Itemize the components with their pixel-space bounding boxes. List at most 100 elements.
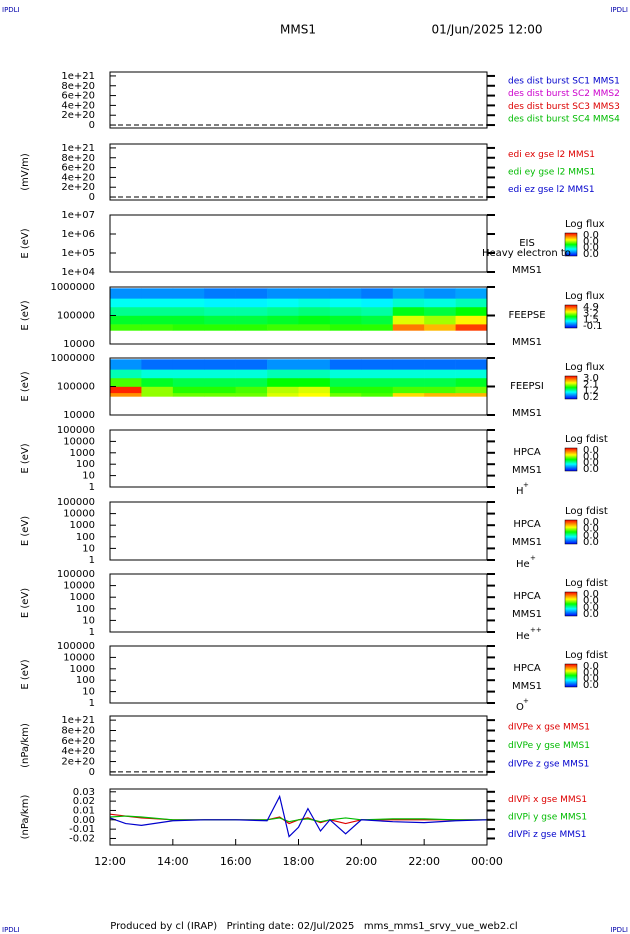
heatmap-cell — [329, 324, 362, 331]
heatmap-cell — [455, 315, 488, 325]
colorbar-title: Log flux — [565, 291, 605, 302]
y-tick-label: -0.01 — [69, 824, 95, 835]
heatmap-cell — [172, 369, 205, 379]
heatmap-cell — [204, 392, 236, 397]
heatmap-cell — [298, 315, 331, 325]
colorbar-label: 0.0 — [583, 249, 599, 260]
heatmap-cell — [141, 369, 174, 379]
colorbar-label: 2.1 — [583, 379, 599, 390]
heatmap-cell — [204, 377, 236, 387]
panel-label: MMS1 — [512, 265, 542, 276]
colorbar-label: 0.0 — [583, 524, 599, 535]
y-tick-label: 10000 — [63, 652, 95, 663]
y-tick-label: 2e+20 — [61, 110, 95, 121]
heatmap-cell — [267, 359, 299, 370]
heatmap-cell — [235, 386, 268, 394]
heatmap-cell — [110, 369, 142, 379]
heatmap-cell — [392, 288, 425, 299]
colorbar-label: 0.0 — [583, 243, 599, 254]
y-tick-label: 10000 — [63, 410, 95, 421]
colorbar — [564, 375, 578, 400]
heatmap-cell — [235, 306, 268, 316]
heatmap-cell — [455, 306, 488, 316]
heatmap-cell — [172, 377, 205, 387]
heatmap-cell — [235, 377, 268, 387]
y-axis-title: E (eV) — [20, 588, 31, 618]
colorbar-title: Log fdist — [565, 578, 608, 589]
y-tick-label: 0.00 — [73, 815, 95, 826]
y-tick-label: 2e+20 — [61, 757, 95, 768]
heatmap-cell — [455, 288, 488, 299]
colorbar-label: 0.0 — [583, 680, 599, 691]
legend-entry: des dist burst SC4 MMS4 — [508, 115, 620, 125]
heatmap-cell — [235, 298, 268, 308]
colorbar-title: Log flux — [565, 219, 605, 230]
y-axis-title: (nPa/km) — [20, 723, 31, 768]
panel-frame — [109, 715, 488, 776]
heatmap-cell — [110, 298, 142, 308]
y-tick-label: 100000 — [57, 569, 95, 580]
colorbar-label: 0.0 — [583, 517, 599, 528]
date: 01/Jun/2025 12:00 — [431, 23, 542, 37]
heatmap-cell — [392, 369, 425, 379]
panel-label: MMS1 — [512, 537, 542, 548]
heatmap-cell — [141, 288, 174, 299]
heatmap-cell — [204, 288, 236, 299]
heatmap-cell — [172, 298, 205, 308]
colorbar-label: 3.2 — [583, 308, 599, 319]
heatmap-cell — [141, 298, 174, 308]
species-charge: ++ — [530, 626, 542, 634]
y-tick-label: 10 — [82, 615, 95, 626]
colorbar-label: 0.0 — [583, 464, 599, 475]
colorbar-label: 0.0 — [583, 230, 599, 241]
species-charge: + — [530, 554, 536, 562]
y-axis-title: (mV/m) — [20, 153, 31, 191]
colorbar — [564, 519, 578, 545]
x-tick-label: 14:00 — [157, 855, 189, 868]
heatmap-cell — [329, 315, 362, 325]
y-tick-label: 100000 — [57, 641, 95, 652]
x-tick-label: 12:00 — [94, 855, 126, 868]
heatmap-cell — [424, 324, 456, 331]
y-tick-label: 10000 — [63, 339, 95, 350]
heatmap-cell — [329, 369, 362, 379]
colorbar — [564, 447, 578, 472]
y-tick-label: 8e+20 — [61, 725, 95, 736]
heatmap-cell — [392, 298, 425, 308]
y-tick-label: 10000 — [63, 509, 95, 520]
heatmap-cell — [424, 359, 456, 370]
heatmap-cell — [455, 369, 488, 379]
heatmap-cell — [424, 386, 456, 394]
panel-label: HPCA — [513, 663, 541, 674]
colorbar-label: 0.0 — [583, 537, 599, 548]
colorbar-title: Log fdist — [565, 434, 608, 445]
y-axis-title: E (eV) — [20, 443, 31, 473]
heatmap-cell — [424, 298, 456, 308]
heatmap-cell — [298, 369, 331, 379]
heatmap-cell — [204, 306, 236, 316]
colorbar-label: 0.0 — [583, 661, 599, 672]
colorbar — [564, 591, 578, 617]
colorbar-label: 1.2 — [583, 386, 599, 397]
panel-frame — [109, 214, 488, 273]
heatmap-cell — [235, 324, 268, 331]
heatmap-cell — [172, 386, 205, 394]
corner-mark: IPDLI — [2, 6, 20, 14]
heatmap-cell — [204, 359, 236, 370]
heatmap-cell — [329, 306, 362, 316]
y-tick-label: 1000 — [70, 448, 95, 459]
y-tick-label: -0.02 — [69, 833, 95, 844]
heatmap-cell — [361, 324, 394, 331]
heatmap-cell — [298, 288, 331, 299]
colorbar-label: 0.0 — [583, 609, 599, 620]
panel-label: EIS — [519, 238, 535, 249]
heatmap-cell — [424, 369, 456, 379]
y-tick-label: 10000 — [63, 581, 95, 592]
data-line — [109, 815, 487, 823]
heatmap-cell — [392, 315, 425, 325]
colorbar-label: 0.2 — [583, 392, 599, 403]
y-tick-label: 1 — [89, 482, 95, 493]
y-tick-label: 1000 — [70, 592, 95, 603]
heatmap-cell — [392, 359, 425, 370]
heatmap-cell — [110, 359, 142, 370]
